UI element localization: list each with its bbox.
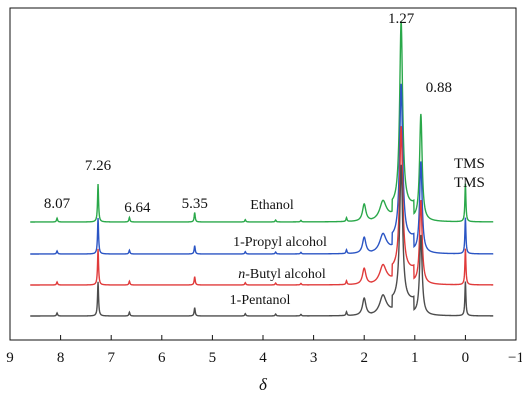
x-tick-label: 0 <box>462 350 470 366</box>
peak-label-5-35: 5.35 <box>182 196 208 212</box>
plot-frame <box>9 7 517 341</box>
peak-label-1-27: 1.27 <box>388 11 415 27</box>
peak-labels: 8.07 7.26 6.64 5.35 1.27 0.88 TMS TMS <box>44 11 485 216</box>
x-tick-label: 7 <box>107 350 115 366</box>
x-tick-label: 1 <box>411 350 419 366</box>
series-line-n-butyl-alcohol <box>30 126 494 286</box>
tms-label: TMS <box>454 175 485 191</box>
x-tick-label: 5 <box>209 350 217 366</box>
series-label-1-pentanol: 1-Pentanol <box>230 293 291 308</box>
x-tick-label: −1 <box>508 350 522 366</box>
series-label-n-butyl-alcohol: n-Butyl alcohol <box>238 267 326 282</box>
peak-label-8-07: 8.07 <box>44 196 71 212</box>
series-labels: Ethanol 1-Propyl alcohol n-Butyl alcohol 1-… <box>230 198 327 308</box>
series-line-1-propyl-alcohol <box>30 83 494 255</box>
x-tick-label: 8 <box>57 350 65 366</box>
x-tick-label: 9 <box>6 350 14 366</box>
x-tick-label: 2 <box>360 350 368 366</box>
spectrum-traces <box>30 21 494 317</box>
series-line-1-pentanol <box>30 164 494 317</box>
series-line-ethanol <box>30 21 494 223</box>
x-tick-label: 4 <box>259 350 267 366</box>
peak-label-6-64: 6.64 <box>124 200 151 216</box>
peak-label-0-88: 0.88 <box>426 80 452 96</box>
tms-label: TMS <box>454 156 485 172</box>
x-axis-title: δ <box>259 375 268 394</box>
x-axis-ticks: 9 8 7 6 5 4 3 2 1 0 −1 <box>6 335 522 366</box>
x-tick-label: 3 <box>310 350 318 366</box>
x-tick-label: 6 <box>158 350 166 366</box>
series-label-1-propyl-alcohol: 1-Propyl alcohol <box>233 235 327 250</box>
series-label-ethanol: Ethanol <box>250 198 294 213</box>
peak-label-7-26: 7.26 <box>85 158 112 174</box>
